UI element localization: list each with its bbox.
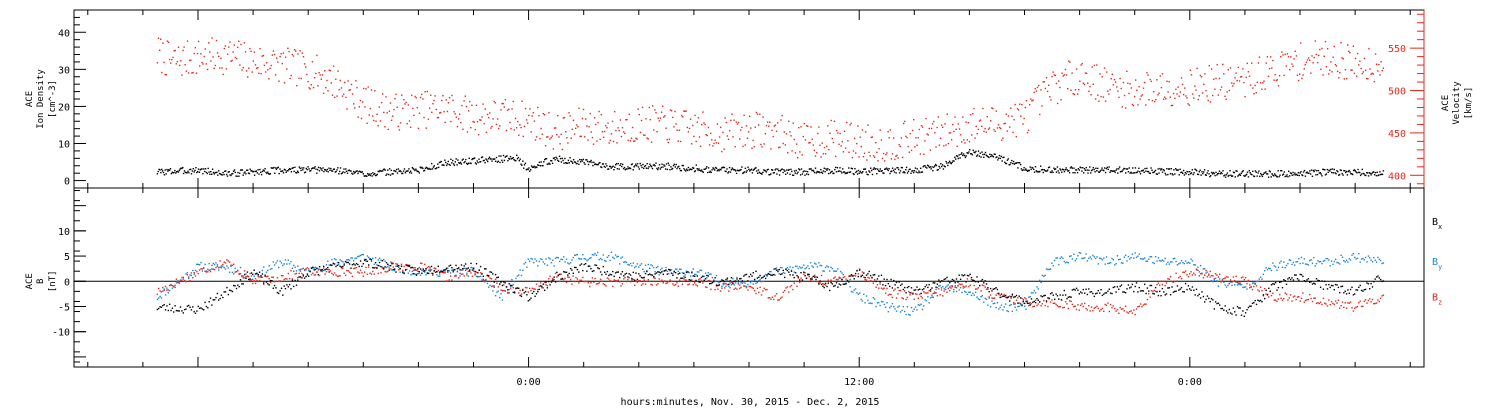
left-tick-label: 30 xyxy=(58,65,70,76)
right-tick-label: 450 xyxy=(1388,129,1406,140)
x-tick-label: 0:00 xyxy=(1178,377,1202,388)
velocity-axis-label: ACE Velocity [km/s] xyxy=(1441,81,1474,125)
x-tick-label: 12:00 xyxy=(844,377,874,388)
b-tick-label: -10 xyxy=(52,328,70,339)
velocity-series xyxy=(156,37,1385,162)
b-axis-label: ACE B [nT] xyxy=(25,270,58,292)
left-tick-label: 20 xyxy=(58,102,70,113)
right-tick-label: 400 xyxy=(1388,171,1406,182)
density-label-line1: ACE xyxy=(25,91,35,107)
bz-series xyxy=(156,259,1385,316)
left-tick-label: 0 xyxy=(64,177,70,188)
b-tick-label: 10 xyxy=(58,227,70,238)
left-tick-label: 10 xyxy=(58,140,70,151)
legend-by: By xyxy=(1432,257,1442,271)
density-label-line2: Ion Density xyxy=(36,69,46,129)
b-label-line2: B xyxy=(36,279,46,284)
density-label-line3: [cm^-3] xyxy=(48,80,58,118)
legend-bx: Bx xyxy=(1432,217,1442,231)
right-tick-label: 500 xyxy=(1388,87,1406,98)
b-tick-label: -5 xyxy=(58,302,70,313)
x-axis-label: hours:minutes, Nov. 30, 2015 - Dec. 2, 2… xyxy=(621,397,880,408)
density-series xyxy=(156,149,1385,178)
b-label-line1: ACE xyxy=(25,273,35,289)
velocity-label-line1: ACE xyxy=(1441,95,1451,111)
velocity-label-line2: Velocity xyxy=(1452,81,1462,125)
panel1-frame xyxy=(73,9,1425,189)
b-tick-label: 0 xyxy=(64,277,70,288)
panel2-frame xyxy=(73,187,1425,368)
magnetic-field-panel: -10 -5 0 5 10 ACE B [nT] 0:00 12:00 0:00 Bx By Bz xyxy=(25,187,1442,388)
velocity-label-line3: [km/s] xyxy=(1464,87,1474,120)
by-series xyxy=(156,251,1385,316)
legend-bz: Bz xyxy=(1432,292,1442,306)
right-tick-label: 550 xyxy=(1388,44,1406,55)
density-axis-label: ACE Ion Density [cm^-3] xyxy=(25,69,58,129)
b-tick-label: 5 xyxy=(64,252,70,263)
x-tick-label: 0:00 xyxy=(517,377,541,388)
left-tick-label: 40 xyxy=(58,28,70,39)
b-label-line3: [nT] xyxy=(48,270,58,292)
bx-series xyxy=(156,258,1385,317)
